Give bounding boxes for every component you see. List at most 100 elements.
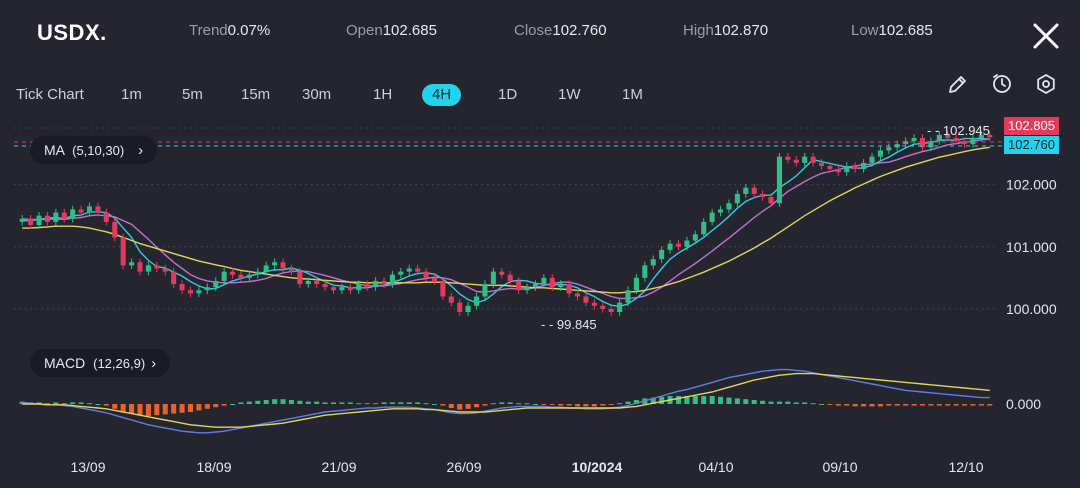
macd-hist-bar — [785, 401, 791, 404]
candle-body — [953, 137, 959, 142]
candle-body — [230, 271, 236, 275]
macd-hist-bar — [894, 404, 900, 406]
macd-hist-bar — [431, 404, 438, 405]
macd-hist-bar — [818, 404, 825, 405]
macd-hist-bar — [760, 400, 766, 404]
candle-body — [919, 137, 926, 148]
macd-hist-bar — [617, 403, 623, 405]
tab-4h[interactable]: 4H — [422, 84, 462, 106]
macd-hist-bar — [743, 399, 749, 404]
macd-params: (12,26,9) — [93, 356, 146, 371]
candle-body — [583, 296, 589, 303]
candle-body — [213, 280, 219, 288]
macd-hist-bar — [364, 403, 370, 405]
macd-hist-bar — [600, 404, 606, 406]
candle-body — [381, 280, 387, 285]
macd-hist-bar — [482, 404, 488, 406]
candle-body — [171, 271, 177, 285]
tab-1m-month[interactable]: 1M — [622, 86, 643, 103]
ma-line-ma5 — [22, 137, 990, 308]
macd-hist-bar — [684, 396, 690, 404]
tab-15m[interactable]: 15m — [241, 86, 271, 103]
candle-body — [734, 193, 740, 204]
candle-body — [776, 156, 782, 204]
ma-indicator-pill[interactable]: MA (5,10,30) › — [30, 136, 158, 164]
macd-hist-bar — [347, 402, 353, 404]
candle-body — [903, 141, 909, 145]
candle-body — [255, 271, 261, 275]
macd-hist-bar — [280, 399, 286, 404]
candle-body — [726, 203, 732, 210]
tab-tick-chart[interactable]: Tick Chart — [16, 86, 84, 103]
candle-body — [204, 287, 210, 291]
macd-hist-bar — [793, 402, 799, 404]
macd-hist-bar — [246, 401, 252, 404]
macd-hist-bar — [423, 403, 429, 405]
macd-hist-bar — [145, 404, 151, 416]
candle-body — [28, 218, 34, 225]
ma-line-ma10 — [22, 138, 990, 300]
candle-body — [398, 271, 404, 275]
candle-body — [970, 137, 976, 145]
time-tick-label: 09/10 — [822, 459, 857, 475]
candle-body — [810, 156, 816, 163]
macd-lines — [22, 368, 990, 434]
macd-hist-bar — [272, 399, 278, 404]
candle-body — [272, 262, 278, 266]
timer-icon[interactable] — [990, 72, 1014, 96]
candle-body — [457, 302, 463, 313]
candle-body — [516, 280, 522, 291]
pencil-icon[interactable] — [946, 72, 970, 96]
low-label: Low — [851, 22, 879, 39]
tab-30m[interactable]: 30m — [302, 86, 332, 103]
time-tick-label: 21/09 — [321, 459, 356, 475]
candle-body — [802, 156, 808, 163]
candle-body — [987, 134, 993, 138]
price-lines — [14, 141, 1002, 147]
candle-body — [297, 271, 303, 285]
tab-5m[interactable]: 5m — [182, 86, 203, 103]
candle-body — [869, 156, 875, 163]
ma-params: (5,10,30) — [72, 143, 125, 158]
macd-hist-bar — [330, 402, 337, 404]
candle-body — [549, 277, 555, 288]
macd-hist-bar — [877, 404, 883, 407]
candle-body — [625, 290, 631, 303]
macd-hist-bar — [953, 404, 959, 406]
candle-body — [633, 277, 639, 291]
tab-1h[interactable]: 1H — [373, 86, 393, 103]
macd-hist-bar — [835, 404, 841, 406]
tab-1d[interactable]: 1D — [498, 86, 518, 103]
macd-hist-bar — [861, 404, 867, 407]
candle-body — [532, 284, 538, 288]
candle-body — [852, 165, 858, 170]
low-stat: Low102.685 — [851, 22, 933, 39]
chevron-right-icon: › — [151, 355, 157, 372]
tab-1m[interactable]: 1m — [121, 86, 142, 103]
candle-body — [827, 165, 833, 170]
candle-body — [36, 215, 42, 225]
trend-stat: Trend0.07% — [189, 22, 270, 39]
candle-body — [684, 240, 690, 247]
macd-indicator-pill[interactable]: MACD (12,26,9) › — [30, 349, 171, 377]
candle-body — [962, 141, 968, 145]
macd-hist-bar — [373, 403, 379, 405]
candle-body — [574, 293, 581, 297]
macd-hist-bar — [457, 404, 463, 410]
candle-body — [659, 249, 665, 260]
macd-hist-bar — [53, 402, 59, 404]
time-tick-label: 12/10 — [948, 459, 983, 475]
candle-body — [566, 284, 572, 294]
macd-hist-bar — [288, 400, 294, 404]
macd-hist-bar — [112, 404, 118, 409]
macd-hist-bar — [558, 404, 564, 406]
candle-body — [288, 268, 294, 272]
settings-icon[interactable] — [1034, 72, 1058, 96]
tab-1w[interactable]: 1W — [558, 86, 581, 103]
candle-body — [145, 265, 151, 272]
macd-hist-bar — [103, 404, 109, 406]
macd-hist-bar — [987, 404, 993, 406]
max-price-value: 102.945 — [942, 123, 990, 138]
close-icon[interactable] — [1030, 20, 1062, 52]
axis-labels: 102.000 101.000 100.000 0.000 13/09 18/09 21/0… — [70, 177, 1056, 475]
